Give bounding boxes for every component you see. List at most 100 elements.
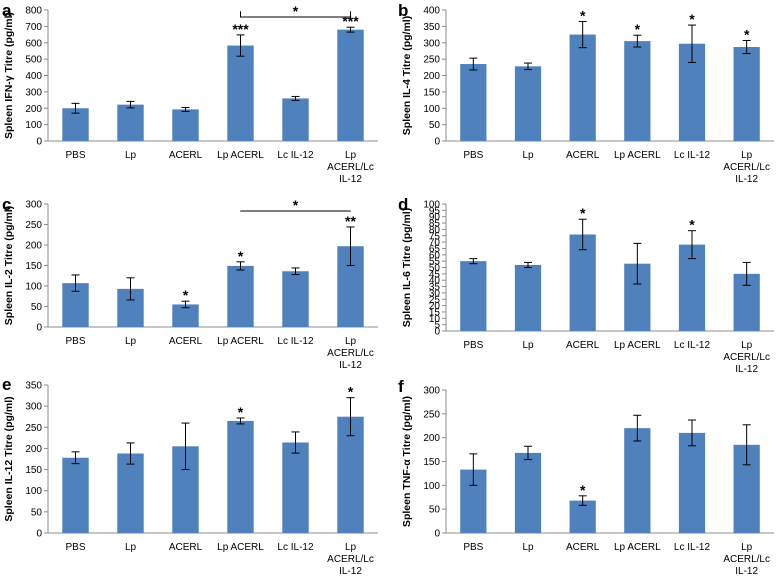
y-tick-label: 300 bbox=[423, 386, 440, 397]
y-tick-label: 100 bbox=[25, 282, 42, 293]
panel-letter: d bbox=[398, 195, 408, 214]
x-category-label: Lp bbox=[522, 542, 534, 553]
y-tick-label: 0 bbox=[434, 327, 440, 338]
bar-1 bbox=[62, 108, 89, 141]
y-tick-label: 55 bbox=[429, 257, 441, 268]
x-category-label: ACERL bbox=[169, 542, 203, 553]
x-category-label: PBS bbox=[65, 336, 85, 347]
y-tick-label: 300 bbox=[25, 200, 42, 211]
significance-stars: * bbox=[689, 217, 695, 233]
x-category-label: Lp bbox=[345, 150, 357, 161]
y-tick-label: 250 bbox=[423, 409, 440, 420]
bar-4 bbox=[227, 420, 254, 533]
y-tick-label: 90 bbox=[429, 212, 441, 223]
y-tick-label: 25 bbox=[429, 295, 441, 306]
y-tick-label: 150 bbox=[25, 465, 42, 476]
y-tick-label: 50 bbox=[429, 263, 441, 274]
bar-5 bbox=[282, 442, 309, 533]
bar-3 bbox=[172, 304, 199, 327]
y-tick-label: 50 bbox=[31, 302, 43, 313]
x-category-label: Lp ACERL bbox=[217, 336, 264, 347]
y-tick-label: 250 bbox=[423, 55, 440, 66]
bar-2 bbox=[117, 104, 144, 141]
y-tick-label: 200 bbox=[25, 104, 42, 115]
bracket-star: * bbox=[293, 3, 299, 19]
y-tick-label: 300 bbox=[423, 38, 440, 49]
x-category-label: IL-12 bbox=[339, 566, 362, 577]
significance-stars: * bbox=[580, 482, 586, 498]
x-category-label: ACERL/Lc bbox=[327, 348, 374, 359]
significance-stars: * bbox=[580, 7, 586, 23]
y-tick-label: 65 bbox=[429, 244, 441, 255]
bar-5 bbox=[282, 271, 309, 327]
y-axis-title: Spleen IL-4 Titre (pg/ml) bbox=[401, 16, 413, 135]
y-tick-label: 35 bbox=[429, 282, 441, 293]
significance-bracket bbox=[240, 11, 351, 18]
y-tick-label: 400 bbox=[423, 6, 440, 17]
panel-letter: b bbox=[398, 1, 408, 20]
x-category-label: PBS bbox=[463, 340, 483, 351]
y-axis-title: Spleen IL-2 Titre (pg/ml) bbox=[3, 206, 15, 325]
y-tick-label: 600 bbox=[25, 38, 42, 49]
x-category-label: Lc IL-12 bbox=[674, 150, 711, 161]
significance-stars: * bbox=[635, 21, 641, 37]
x-category-label: Lc IL-12 bbox=[277, 150, 314, 161]
bracket-star: * bbox=[293, 197, 299, 213]
y-tick-label: 0 bbox=[434, 529, 440, 540]
bar-3 bbox=[569, 234, 596, 331]
bar-3 bbox=[172, 109, 199, 141]
significance-stars: * bbox=[238, 404, 244, 420]
significance-stars: * bbox=[348, 384, 354, 400]
y-axis-title: Spleen IL-6 Titre (pg/ml) bbox=[401, 208, 413, 327]
y-tick-label: 100 bbox=[423, 200, 440, 211]
bar-1 bbox=[460, 64, 487, 141]
y-tick-label: 30 bbox=[429, 288, 441, 299]
y-tick-label: 250 bbox=[25, 423, 42, 434]
x-category-label: IL-12 bbox=[735, 364, 758, 375]
x-category-label: ACERL bbox=[566, 150, 600, 161]
x-category-label: Lp bbox=[741, 150, 753, 161]
y-tick-label: 40 bbox=[429, 276, 441, 287]
panel-letter: e bbox=[2, 375, 11, 394]
y-tick-label: 350 bbox=[423, 22, 440, 33]
x-category-label: ACERL/Lc bbox=[723, 554, 770, 565]
y-axis-title: Spleen TNF-α Titre (pg/ml) bbox=[401, 396, 413, 527]
x-category-label: ACERL bbox=[566, 340, 600, 351]
x-category-label: Lc IL-12 bbox=[277, 336, 314, 347]
x-category-label: ACERL/Lc bbox=[327, 162, 374, 173]
y-tick-label: 70 bbox=[429, 238, 441, 249]
bar-6 bbox=[733, 47, 760, 141]
y-tick-label: 200 bbox=[25, 444, 42, 455]
y-tick-label: 0 bbox=[36, 323, 42, 334]
chart-panel-e: e Spleen IL-12 Titre (pg/ml) 0 50 100 150 200 2… bbox=[2, 375, 378, 577]
y-tick-label: 75 bbox=[429, 231, 441, 242]
y-tick-label: 5 bbox=[434, 320, 440, 331]
significance-stars: * bbox=[689, 11, 695, 27]
x-category-label: Lp bbox=[125, 542, 137, 553]
bar-3 bbox=[569, 500, 596, 533]
x-category-label: Lc IL-12 bbox=[674, 542, 711, 553]
x-category-label: ACERL/Lc bbox=[723, 352, 770, 363]
y-tick-label: 50 bbox=[429, 120, 441, 131]
panel-letter: f bbox=[398, 377, 404, 396]
bar-5 bbox=[282, 98, 309, 141]
y-tick-label: 800 bbox=[25, 6, 42, 17]
panel-letter: c bbox=[2, 195, 11, 214]
y-tick-label: 200 bbox=[423, 71, 440, 82]
bar-5 bbox=[678, 432, 706, 533]
y-tick-label: 350 bbox=[25, 381, 42, 392]
y-tick-label: 100 bbox=[423, 481, 440, 492]
y-tick-label: 85 bbox=[429, 219, 441, 230]
x-category-label: ACERL/Lc bbox=[327, 554, 374, 565]
x-category-label: Lp ACERL bbox=[614, 150, 661, 161]
x-category-label: IL-12 bbox=[735, 566, 758, 577]
bar-4 bbox=[624, 428, 651, 533]
x-category-label: Lp ACERL bbox=[614, 340, 661, 351]
bar-1 bbox=[62, 457, 89, 533]
x-category-label: Lp bbox=[522, 150, 534, 161]
y-tick-label: 250 bbox=[25, 220, 42, 231]
